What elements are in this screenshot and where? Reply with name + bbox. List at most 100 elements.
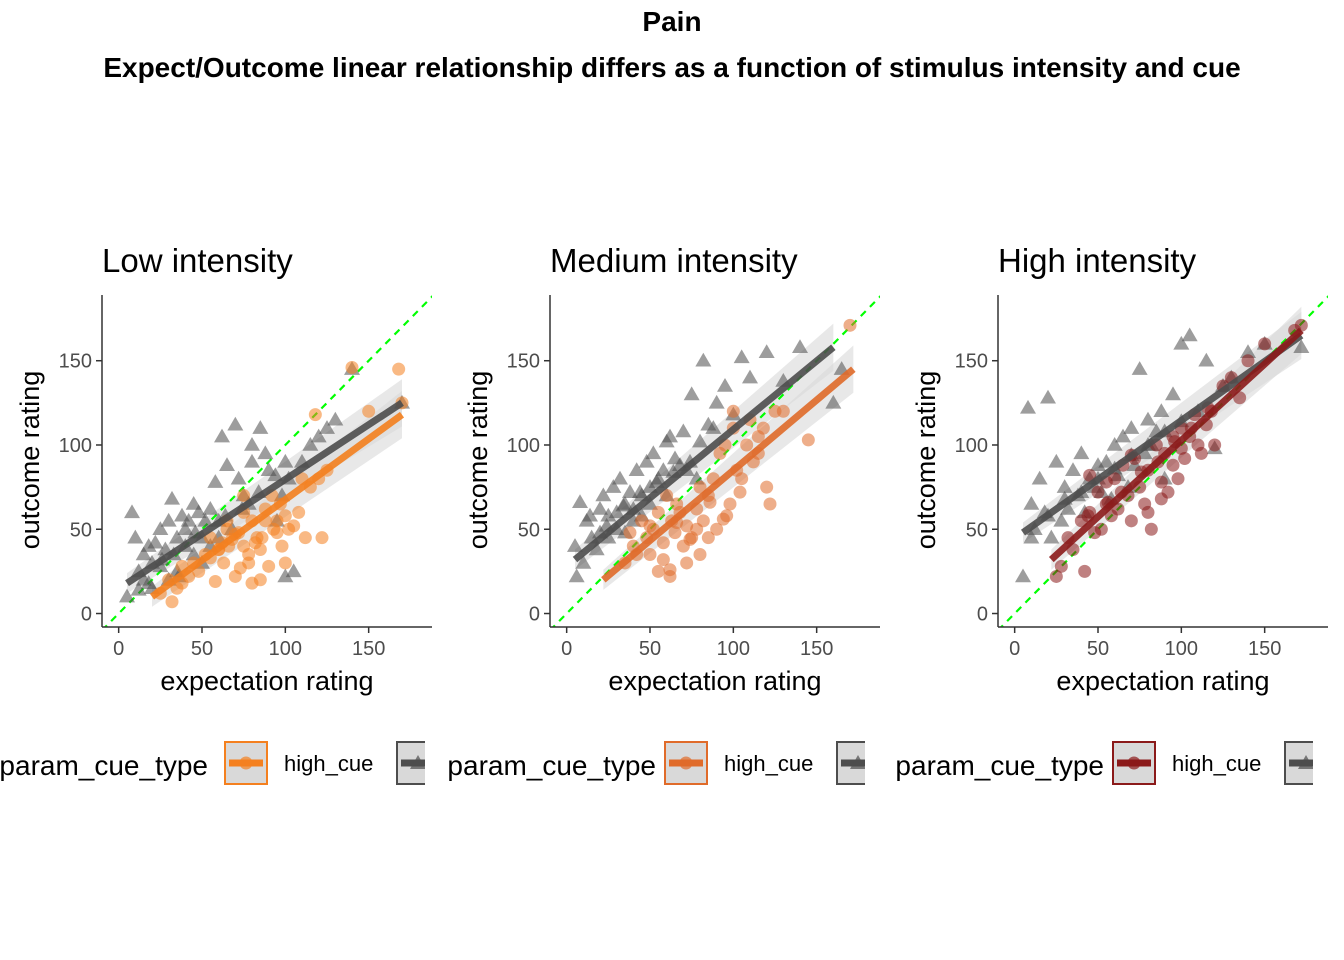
data-point-triangle [244, 453, 260, 468]
legend: param_cue_type high_cue [447, 741, 865, 785]
data-point-triangle [319, 420, 335, 434]
legend: param_cue_type high_cue [0, 741, 425, 785]
data-point-triangle [127, 529, 144, 544]
data-point-circle [1171, 472, 1185, 486]
data-point-circle [1194, 446, 1208, 460]
data-point-triangle [135, 546, 152, 561]
data-point-triangle [1136, 445, 1153, 460]
x-tick-label: 150 [1248, 638, 1281, 660]
data-point-circle [801, 433, 815, 447]
data-point-triangle [615, 497, 632, 512]
data-point-triangle [252, 420, 269, 434]
y-tick-label: 100 [507, 435, 540, 457]
y-tick-label: 150 [507, 351, 540, 373]
data-point-triangle [692, 433, 708, 448]
data-point-circle [292, 505, 306, 519]
data-point-circle [710, 522, 724, 536]
data-point-circle [1083, 468, 1097, 482]
x-tick-label: 50 [191, 638, 213, 660]
data-point-circle [751, 430, 765, 444]
panel-1: Medium intensity 0 50 100 150 0 50 100 150 expect… [447, 242, 880, 785]
data-point-circle [735, 472, 749, 486]
legend-key-high-point [239, 756, 253, 770]
data-point-triangle [1023, 495, 1040, 510]
data-point-triangle [1153, 403, 1170, 418]
x-tick-label: 0 [561, 638, 572, 660]
data-point-triangle [645, 445, 662, 460]
data-point-triangle [1040, 389, 1056, 404]
data-point-triangle [605, 479, 622, 493]
data-point-triangle [1023, 529, 1040, 544]
data-point-circle [690, 522, 704, 536]
data-point-circle [298, 531, 312, 545]
data-point-circle [1054, 559, 1068, 573]
data-point-triangle [130, 581, 147, 596]
data-point-circle [660, 489, 674, 503]
panel-0: Low intensity 0 50 100 150 0 50 100 150 expectati… [0, 242, 432, 785]
data-point-circle [250, 531, 264, 545]
data-point-triangle [140, 575, 157, 589]
data-point-triangle [302, 436, 319, 451]
data-point-triangle [1240, 344, 1256, 359]
data-point-circle [1208, 438, 1222, 452]
plot-area [999, 295, 1328, 627]
y-tick-label: 100 [955, 435, 988, 457]
data-point-triangle [1073, 445, 1090, 460]
y-tick-label: 0 [529, 604, 540, 626]
data-point-circle [776, 404, 790, 418]
data-point-triangle [277, 568, 294, 583]
data-point-circle [1141, 505, 1155, 519]
data-point-circle [275, 539, 289, 553]
legend-label-high: high_cue [284, 751, 373, 776]
data-point-circle [237, 489, 251, 503]
data-point-circle [693, 548, 707, 562]
data-point-triangle [1131, 361, 1148, 375]
data-point-triangle [1060, 501, 1076, 515]
legend-title: param_cue_type [0, 750, 208, 781]
data-point-triangle [582, 507, 598, 522]
data-point-triangle [1015, 568, 1031, 583]
data-point-triangle [219, 457, 235, 471]
data-point-triangle [1020, 399, 1036, 414]
legend-label-high: high_cue [1172, 751, 1261, 776]
data-point-circle [726, 404, 740, 418]
data-point-triangle [1140, 411, 1156, 426]
data-point-triangle [1031, 470, 1048, 485]
data-point-circle [1241, 354, 1255, 368]
data-point-circle [1166, 458, 1180, 472]
y-tick-label: 50 [966, 519, 988, 541]
y-axis-label: outcome rating [463, 371, 493, 550]
figure-subtitle: Expect/Outcome linear relationship diffe… [103, 52, 1241, 83]
data-point-triangle [742, 369, 758, 384]
data-point-circle [656, 536, 670, 550]
data-point-circle [278, 556, 292, 570]
data-point-triangle [119, 588, 135, 603]
data-point-triangle [177, 521, 194, 536]
data-point-triangle [717, 378, 733, 392]
data-point-circle [843, 318, 857, 332]
data-point-circle [1154, 492, 1168, 506]
y-tick-label: 0 [81, 604, 92, 626]
data-point-triangle [1048, 453, 1065, 468]
data-point-circle [1178, 451, 1192, 465]
panel-title: Low intensity [102, 242, 293, 279]
data-point-triangle [164, 490, 180, 505]
data-point-triangle [567, 538, 583, 552]
data-point-circle [1049, 569, 1063, 583]
data-point-circle [703, 495, 717, 509]
y-tick-label: 150 [955, 351, 988, 373]
legend-key-low-point [410, 755, 425, 769]
panel-2: High intensity 0 50 100 150 0 50 100 150 expectat… [895, 242, 1328, 785]
data-point-triangle [267, 467, 284, 482]
y-tick-label: 100 [59, 435, 92, 457]
figure-title: Pain [642, 6, 702, 37]
y-axis-label: outcome rating [15, 371, 45, 550]
data-point-triangle [708, 394, 725, 409]
data-point-triangle [1053, 512, 1070, 527]
data-point-triangle [1043, 529, 1060, 544]
data-point-circle [716, 512, 730, 526]
y-tick-label: 150 [59, 351, 92, 373]
data-point-circle [760, 480, 774, 494]
data-point-triangle [572, 494, 588, 509]
data-point-circle [733, 485, 747, 499]
